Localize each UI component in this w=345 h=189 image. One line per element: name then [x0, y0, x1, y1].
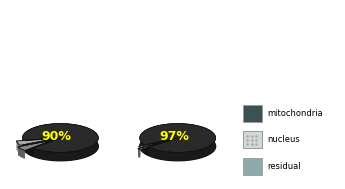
- Polygon shape: [139, 139, 172, 148]
- Text: 97%: 97%: [159, 130, 189, 143]
- Text: residual: residual: [267, 162, 300, 171]
- Polygon shape: [22, 132, 98, 161]
- Polygon shape: [138, 149, 140, 158]
- Polygon shape: [18, 140, 52, 150]
- Polygon shape: [22, 124, 98, 152]
- Polygon shape: [139, 146, 141, 156]
- Polygon shape: [138, 140, 169, 150]
- Polygon shape: [18, 147, 25, 159]
- Polygon shape: [140, 124, 216, 161]
- Text: 90%: 90%: [42, 130, 71, 143]
- Polygon shape: [17, 141, 20, 154]
- Text: nucleus: nucleus: [267, 135, 300, 144]
- Polygon shape: [22, 124, 98, 161]
- Polygon shape: [140, 132, 216, 161]
- Polygon shape: [140, 124, 216, 152]
- Text: mitochondria: mitochondria: [267, 109, 323, 118]
- Polygon shape: [17, 139, 54, 145]
